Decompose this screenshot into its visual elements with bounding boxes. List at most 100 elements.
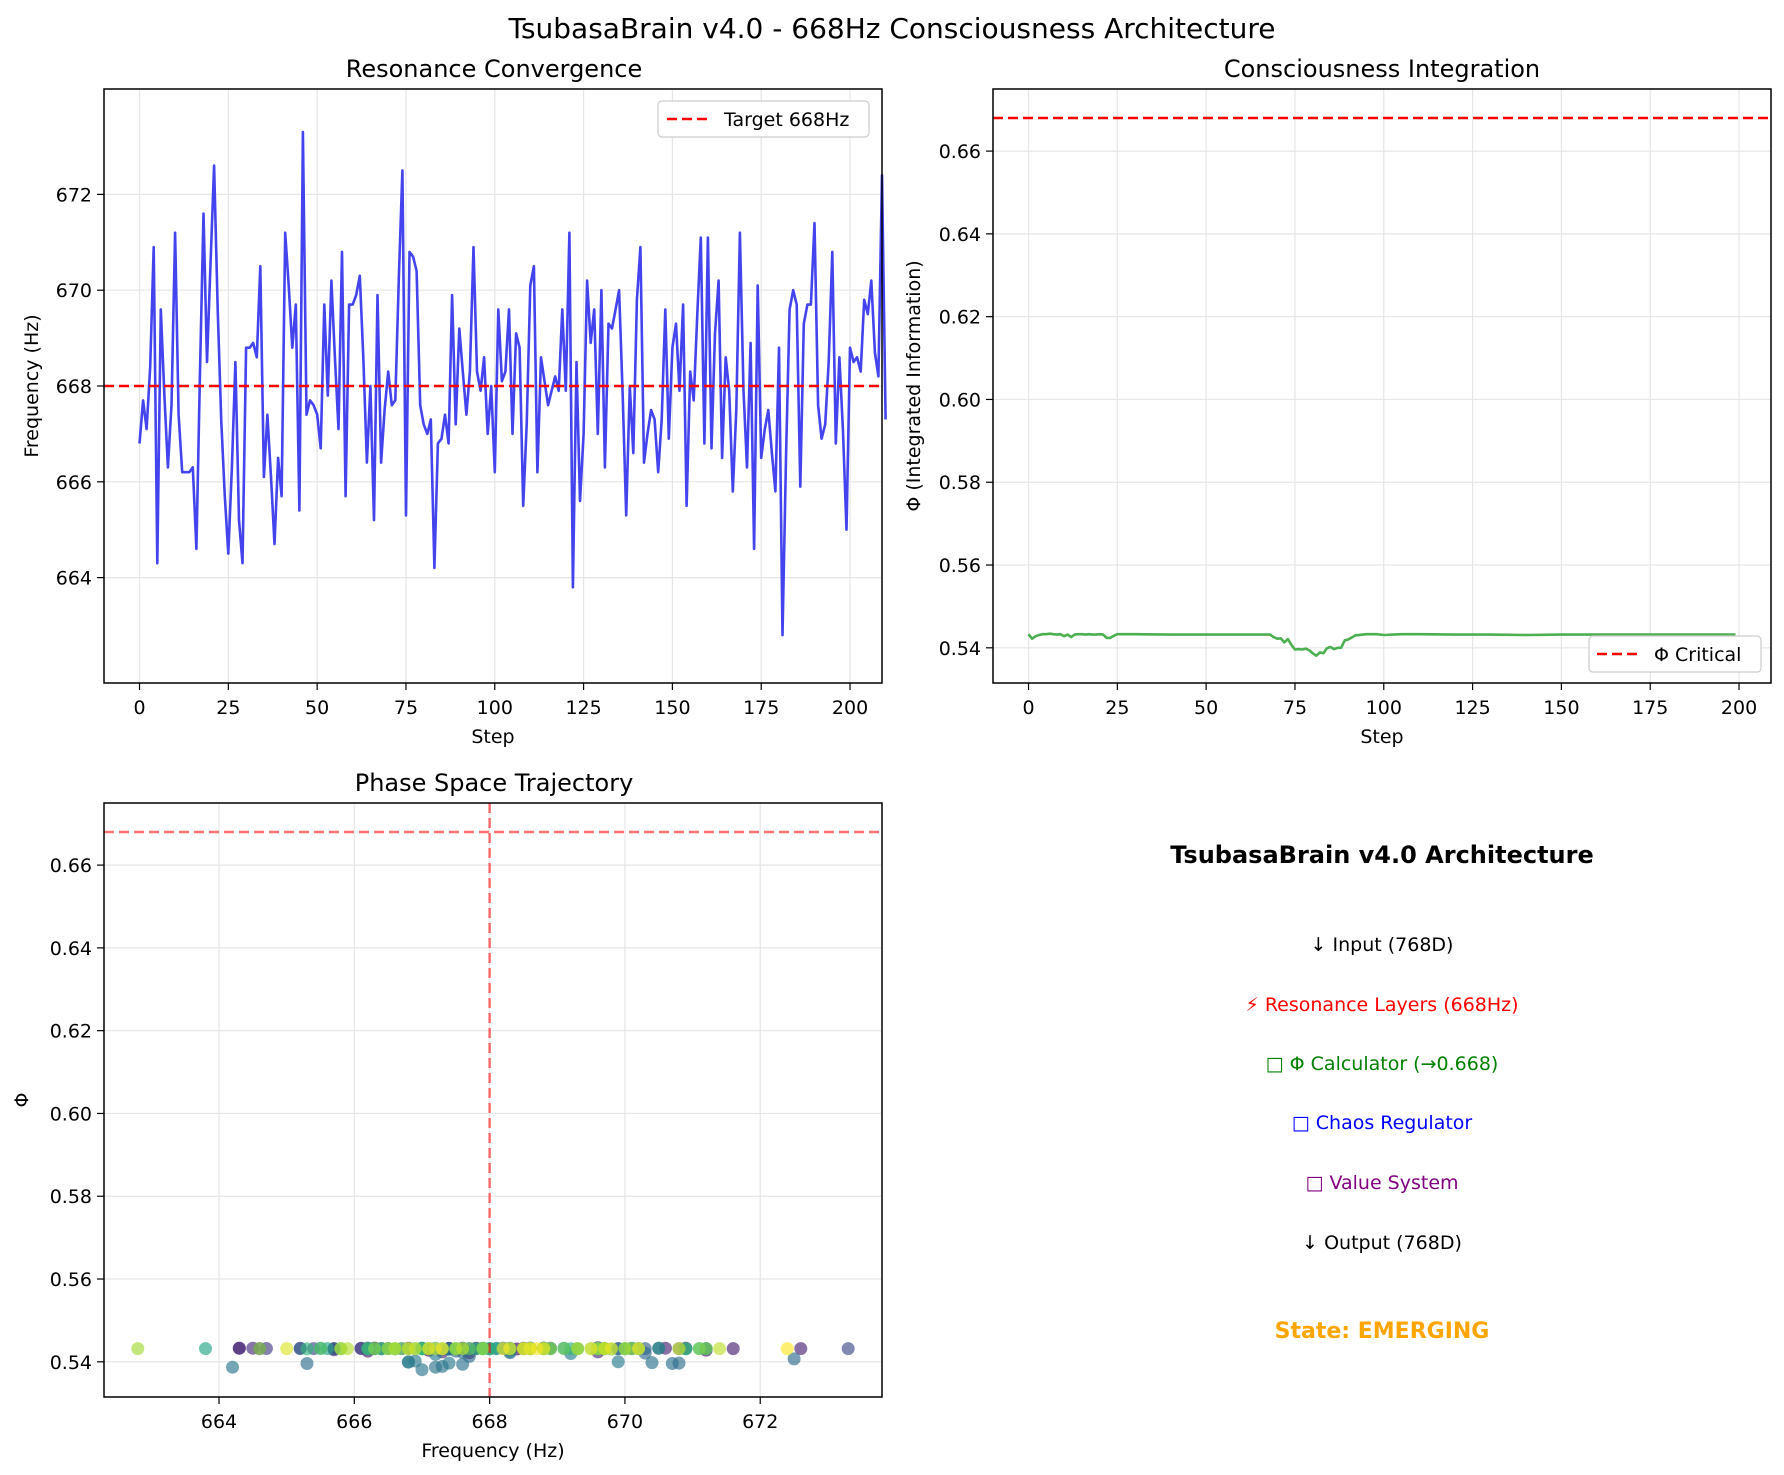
scatter-point — [672, 1342, 686, 1356]
legend-label-critical: Φ Critical — [1654, 644, 1741, 666]
tick-labels: 0 25 50 75 100 125 150 175 200 0.54 0.56 0.58 0.60 0.… — [939, 141, 1757, 719]
scatter-point — [604, 1342, 618, 1356]
scatter-point — [618, 1342, 632, 1356]
plot-area — [993, 116, 1771, 658]
x-tick-label: 664 — [201, 1411, 237, 1433]
tick-labels: 0 25 50 75 100 125 150 175 200 664 666 668 670 672 — [56, 184, 868, 719]
scatter-point — [611, 1355, 625, 1369]
scatter-point — [226, 1360, 239, 1374]
grid — [104, 803, 882, 1397]
consciousness-integration-chart: Consciousness Integration 0 25 50 75 100 125 1… — [903, 55, 1772, 748]
scatter-point — [401, 1355, 415, 1369]
y-tick-label: 0.66 — [50, 855, 92, 877]
x-tick-label: 50 — [305, 697, 329, 719]
x-tick-label: 666 — [336, 1411, 372, 1433]
chart-title: Phase Space Trajectory — [355, 769, 634, 797]
scatter-point — [388, 1342, 402, 1356]
x-tick-label: 150 — [1543, 697, 1579, 719]
scatter-point — [280, 1342, 294, 1356]
x-tick-label: 175 — [743, 697, 779, 719]
x-tick-label: 100 — [1366, 697, 1402, 719]
chart-title: Consciousness Integration — [1224, 55, 1540, 83]
scatter-point — [435, 1342, 449, 1356]
scatter-point — [787, 1352, 801, 1366]
chart-title: Resonance Convergence — [346, 55, 643, 83]
x-tick-label: 25 — [1105, 697, 1129, 719]
x-tick-label: 672 — [742, 1411, 778, 1433]
plot-area — [104, 130, 887, 637]
scatter-point — [665, 1357, 679, 1370]
x-tick-label: 0 — [1022, 697, 1034, 719]
frequency-series-line — [138, 130, 887, 637]
x-tick-label: 200 — [832, 697, 868, 719]
y-tick-label: 0.66 — [939, 141, 981, 163]
x-tick-label: 100 — [477, 697, 513, 719]
scatter-point — [314, 1342, 327, 1356]
y-tick-label: 0.64 — [939, 224, 981, 246]
scatter-point — [699, 1342, 713, 1356]
phi-series-line — [1027, 632, 1736, 658]
architecture-item: □ Φ Calculator (→0.668) — [1266, 1053, 1499, 1075]
y-tick-label: 0.62 — [939, 307, 981, 329]
x-tick-label: 670 — [607, 1411, 643, 1433]
scatter-point — [300, 1357, 314, 1370]
architecture-item: □ Chaos Regulator — [1292, 1112, 1473, 1134]
y-tick-label: 0.54 — [939, 638, 981, 660]
x-tick-label: 75 — [1283, 697, 1307, 719]
scatter-point — [652, 1341, 666, 1355]
scatter-point — [232, 1341, 246, 1355]
y-tick-label: 666 — [56, 472, 92, 494]
resonance-convergence-chart: Resonance Convergence 0 25 50 75 100 125 150 17… — [21, 55, 887, 748]
scatter-point — [341, 1342, 354, 1356]
architecture-item: ↓ Output (768D) — [1302, 1232, 1462, 1254]
scatter-point — [780, 1342, 794, 1356]
tick-labels: 664 666 668 670 672 0.54 0.56 0.58 0.60 0.62 0.64 0… — [50, 855, 779, 1433]
scatter-point — [632, 1342, 645, 1356]
scatter-point — [794, 1342, 808, 1356]
scatter-point — [199, 1342, 212, 1356]
scatter-point — [584, 1342, 598, 1356]
y-tick-label: 0.54 — [50, 1352, 92, 1374]
x-tick-label: 75 — [394, 697, 418, 719]
architecture-title: TsubasaBrain v4.0 Architecture — [1170, 841, 1594, 869]
x-tick-label: 668 — [471, 1411, 507, 1433]
scatter-point — [571, 1342, 585, 1356]
x-tick-label: 25 — [216, 697, 240, 719]
x-tick-label: 200 — [1721, 697, 1757, 719]
y-tick-label: 672 — [56, 184, 92, 206]
scatter-point — [557, 1342, 571, 1356]
x-tick-label: 150 — [654, 697, 690, 719]
scatter-point — [713, 1342, 727, 1356]
scatter-point — [422, 1342, 436, 1356]
phase-space-trajectory-chart: Phase Space Trajectory 664 666 668 670 672 0.… — [11, 769, 883, 1462]
scatter-point — [496, 1342, 510, 1356]
y-tick-label: 0.60 — [50, 1103, 92, 1125]
architecture-panel: TsubasaBrain v4.0 Architecture ↓ Input (… — [1170, 841, 1594, 1344]
legend: Φ Critical — [1588, 635, 1762, 673]
x-axis-label: Step — [471, 726, 514, 748]
legend-label-target: Target 668Hz — [723, 109, 849, 131]
y-tick-label: 0.56 — [50, 1269, 92, 1291]
scatter-point — [841, 1342, 855, 1356]
scatter-point — [253, 1342, 267, 1356]
x-tick-label: 125 — [1454, 697, 1490, 719]
axes-frame — [103, 88, 883, 684]
architecture-item: ↓ Input (768D) — [1311, 934, 1454, 956]
axes-frame — [103, 802, 883, 1398]
x-tick-label: 125 — [565, 697, 601, 719]
y-tick-label: 0.64 — [50, 938, 92, 960]
legend: Target 668Hz — [657, 100, 870, 138]
y-tick-label: 0.56 — [939, 555, 981, 577]
scatter-point — [456, 1357, 470, 1371]
scatter-point — [401, 1342, 415, 1356]
y-axis-label: Φ (Integrated Information) — [903, 260, 925, 511]
state-label: State: EMERGING — [1275, 1319, 1490, 1344]
scatter-point — [456, 1342, 470, 1356]
scatter-point — [645, 1356, 659, 1370]
y-tick-label: 0.58 — [50, 1186, 92, 1208]
y-tick-label: 668 — [56, 376, 92, 398]
y-tick-label: 670 — [56, 280, 92, 302]
scatter-point — [368, 1342, 382, 1356]
scatter-point — [530, 1342, 544, 1356]
